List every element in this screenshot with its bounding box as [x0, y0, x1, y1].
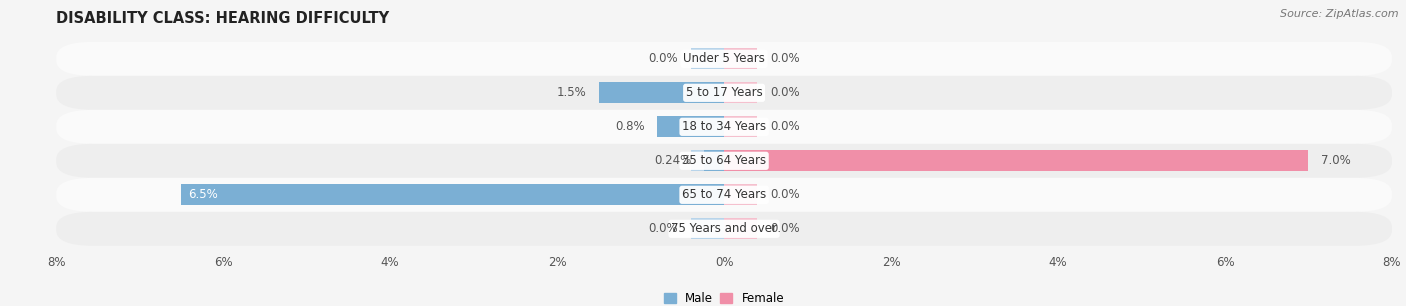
- Bar: [599, 82, 724, 103]
- FancyBboxPatch shape: [56, 178, 1392, 212]
- Text: 18 to 34 Years: 18 to 34 Years: [682, 120, 766, 133]
- Text: 65 to 74 Years: 65 to 74 Years: [682, 188, 766, 201]
- Text: 0.0%: 0.0%: [770, 188, 800, 201]
- Text: 0.0%: 0.0%: [648, 52, 678, 65]
- Bar: [690, 150, 724, 171]
- Bar: [724, 48, 758, 69]
- Bar: [690, 48, 724, 69]
- FancyBboxPatch shape: [56, 144, 1392, 178]
- FancyBboxPatch shape: [56, 212, 1392, 246]
- Bar: [724, 150, 758, 171]
- FancyBboxPatch shape: [56, 76, 1392, 110]
- Text: 75 Years and over: 75 Years and over: [671, 222, 778, 235]
- Text: Source: ZipAtlas.com: Source: ZipAtlas.com: [1281, 9, 1399, 19]
- Bar: [724, 184, 758, 205]
- Text: 0.0%: 0.0%: [770, 222, 800, 235]
- Text: Under 5 Years: Under 5 Years: [683, 52, 765, 65]
- Bar: [724, 218, 758, 239]
- Text: 0.24%: 0.24%: [654, 154, 692, 167]
- Bar: [690, 184, 724, 205]
- Bar: [724, 116, 758, 137]
- FancyBboxPatch shape: [56, 110, 1392, 144]
- Legend: Male, Female: Male, Female: [664, 292, 785, 305]
- Text: 1.5%: 1.5%: [557, 86, 586, 99]
- Text: 0.0%: 0.0%: [648, 222, 678, 235]
- Bar: [704, 150, 724, 171]
- Text: 0.0%: 0.0%: [770, 86, 800, 99]
- Bar: [658, 116, 724, 137]
- Bar: [690, 218, 724, 239]
- Text: 7.0%: 7.0%: [1322, 154, 1351, 167]
- Bar: [690, 82, 724, 103]
- FancyBboxPatch shape: [56, 42, 1392, 76]
- Bar: [181, 184, 724, 205]
- Text: 0.0%: 0.0%: [770, 52, 800, 65]
- Bar: [724, 82, 758, 103]
- Text: 35 to 64 Years: 35 to 64 Years: [682, 154, 766, 167]
- Bar: [690, 116, 724, 137]
- Text: 0.0%: 0.0%: [770, 120, 800, 133]
- Text: DISABILITY CLASS: HEARING DIFFICULTY: DISABILITY CLASS: HEARING DIFFICULTY: [56, 11, 389, 26]
- Text: 5 to 17 Years: 5 to 17 Years: [686, 86, 762, 99]
- Text: 0.8%: 0.8%: [616, 120, 645, 133]
- Text: 6.5%: 6.5%: [188, 188, 218, 201]
- Bar: [724, 150, 1309, 171]
